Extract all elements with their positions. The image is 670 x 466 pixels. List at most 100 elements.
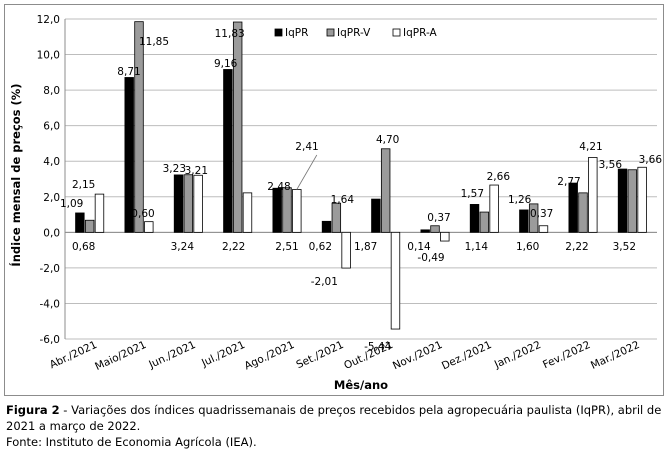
caption-description: - Variações dos índices quadrissemanais … — [6, 403, 662, 433]
data-label-iqpr-v-2: 3,24 — [171, 241, 195, 253]
y-tick-label: 0,0 — [43, 227, 60, 239]
x-tick-label: Maio/2021 — [93, 339, 148, 373]
y-tick-label: 12,0 — [37, 14, 60, 26]
leader-line — [296, 154, 318, 190]
bar-iqpr-3 — [223, 69, 233, 233]
y-tick-label: 4,0 — [43, 156, 60, 168]
x-tick-label: Dez./2021 — [440, 339, 494, 373]
bar-iqpr-a-7 — [440, 231, 450, 242]
y-axis-label: Índice mensal de preços (%) — [8, 83, 23, 266]
bar-iqpr-a-11 — [637, 166, 647, 233]
bar-iqpr-a-2 — [193, 174, 203, 233]
data-label-iqpr-v-3: 11,83 — [215, 28, 245, 40]
bar-iqpr-a-3 — [242, 192, 253, 233]
data-label-iqpr-a-8: 2,66 — [487, 171, 511, 183]
bar-iqpr-a-8 — [489, 184, 499, 233]
bar-iqpr-a-6 — [390, 231, 401, 330]
legend-label-iqpr: IqPR — [285, 27, 308, 39]
data-label-iqpr-6: 1,87 — [354, 241, 377, 253]
x-tick-label: Ago./2021 — [243, 339, 297, 373]
bar-iqpr-v-9 — [528, 203, 539, 233]
data-label-iqpr-a-10: 4,21 — [579, 141, 602, 153]
data-label-iqpr-v-7: 0,37 — [427, 212, 450, 224]
data-label-iqpr-a-5: -2,01 — [311, 276, 338, 288]
data-label-iqpr-a-6: -5,44 — [364, 341, 391, 353]
bar-iqpr-2 — [173, 174, 184, 233]
figure-caption: Figura 2 - Variações dos índices quadris… — [6, 402, 662, 450]
x-axis-label: Mês/ano — [334, 378, 388, 392]
caption-text: Figura 2 - Variações dos índices quadris… — [6, 402, 662, 434]
legend-label-iqpr-a: IqPR-A — [403, 27, 438, 39]
x-tick-label: Nov./2021 — [391, 339, 444, 372]
x-tick-label: Jan./2022 — [492, 339, 543, 371]
data-label-iqpr-v-0: 0,68 — [72, 241, 95, 253]
bar-iqpr-0 — [75, 212, 85, 233]
bar-iqpr-1 — [124, 77, 134, 233]
data-label-iqpr-v-6: 4,70 — [376, 134, 399, 146]
bar-iqpr-v-6 — [380, 148, 391, 233]
y-tick-label: -6,0 — [40, 334, 61, 346]
data-label-iqpr-5: 0,62 — [309, 241, 332, 253]
bar-iqpr-v-8 — [479, 211, 490, 233]
caption-source: Fonte: Instituto de Economia Agrícola (I… — [6, 435, 257, 449]
bar-chart: -6,0 -4,0 -2,0 0,0 2,0 4,0 6,0 8,0 10,0 12,0 1,09… — [8, 14, 662, 392]
data-label-iqpr-a-1: 0,60 — [131, 208, 154, 220]
legend-label-iqpr-v: IqPR-V — [337, 27, 371, 39]
y-axis-ticks: -6,0 -4,0 -2,0 0,0 2,0 4,0 6,0 8,0 10,0 12,0 — [37, 14, 60, 346]
legend: IqPR IqPR-V IqPR-A — [274, 27, 438, 39]
bar-iqpr-9 — [519, 209, 529, 233]
data-label-iqpr-a-0: 2,15 — [72, 179, 95, 191]
bars — [75, 21, 647, 330]
data-label-iqpr-3: 9,16 — [214, 58, 238, 70]
data-label-iqpr-v-4: 2,51 — [275, 241, 298, 253]
data-label-iqpr-7: 0,14 — [407, 241, 431, 253]
data-label-iqpr-2: 3,23 — [163, 163, 186, 175]
y-tick-label: 8,0 — [43, 85, 60, 97]
bar-iqpr-v-4 — [282, 187, 292, 233]
y-tick-label: 6,0 — [43, 121, 60, 133]
data-label-iqpr-v-8: 1,14 — [465, 241, 489, 253]
bar-iqpr-v-1 — [134, 21, 144, 233]
bar-iqpr-v-7 — [430, 225, 440, 233]
data-label-iqpr-a-3: 2,22 — [222, 241, 245, 253]
data-label-iqpr-9: 1,26 — [508, 194, 532, 206]
bar-iqpr-v-3 — [232, 21, 243, 233]
x-tick-label: Set./2021 — [294, 339, 345, 371]
data-label-iqpr-v-5: 1,64 — [331, 194, 355, 206]
bar-iqpr-a-9 — [538, 225, 549, 233]
data-label-iqpr-1: 8,71 — [117, 66, 140, 78]
data-labels: 1,09 0,68 2,15 8,71 11,85 0,60 3,23 3,24 3,21 9,1… — [60, 28, 662, 353]
data-label-iqpr-v-10: 2,22 — [565, 241, 588, 253]
y-tick-label: -4,0 — [40, 298, 61, 310]
chart-frame: -6,0 -4,0 -2,0 0,0 2,0 4,0 6,0 8,0 10,0 12,0 1,09… — [4, 4, 664, 396]
bar-iqpr-v-2 — [183, 174, 194, 233]
x-tick-label: Mar./2022 — [589, 339, 642, 372]
bar-iqpr-v-10 — [578, 192, 588, 233]
bar-iqpr-5 — [321, 220, 332, 233]
bar-iqpr-8 — [469, 204, 480, 233]
data-label-iqpr-a-11: 3,66 — [639, 154, 663, 166]
data-label-iqpr-a-7: -0,49 — [417, 252, 444, 264]
bar-iqpr-a-1 — [144, 221, 154, 233]
bar-iqpr-a-0 — [94, 193, 105, 233]
x-tick-label: Jun./2021 — [146, 339, 197, 371]
y-tick-label: 10,0 — [37, 50, 60, 62]
bar-iqpr-a-4 — [292, 189, 302, 233]
bar-iqpr-v-0 — [84, 219, 95, 233]
y-tick-label: -2,0 — [40, 263, 61, 275]
data-label-iqpr-a-2: 3,21 — [185, 165, 208, 177]
bar-iqpr-v-5 — [331, 202, 342, 233]
data-label-iqpr-a-4: 2,41 — [295, 141, 318, 153]
data-label-iqpr-v-1: 11,85 — [139, 36, 169, 48]
bar-iqpr-a-5 — [341, 231, 351, 269]
bar-iqpr-11 — [617, 168, 628, 233]
x-tick-label: Jul./2021 — [199, 339, 247, 370]
y-tick-label: 2,0 — [43, 192, 60, 204]
data-label-iqpr-v-9: 1,60 — [516, 241, 539, 253]
bar-iqpr-7 — [420, 229, 430, 233]
gridlines — [64, 18, 657, 340]
data-label-iqpr-v-11: 3,52 — [613, 241, 636, 253]
bar-iqpr-a-10 — [588, 157, 598, 233]
legend-swatch-iqpr-v — [326, 28, 335, 37]
